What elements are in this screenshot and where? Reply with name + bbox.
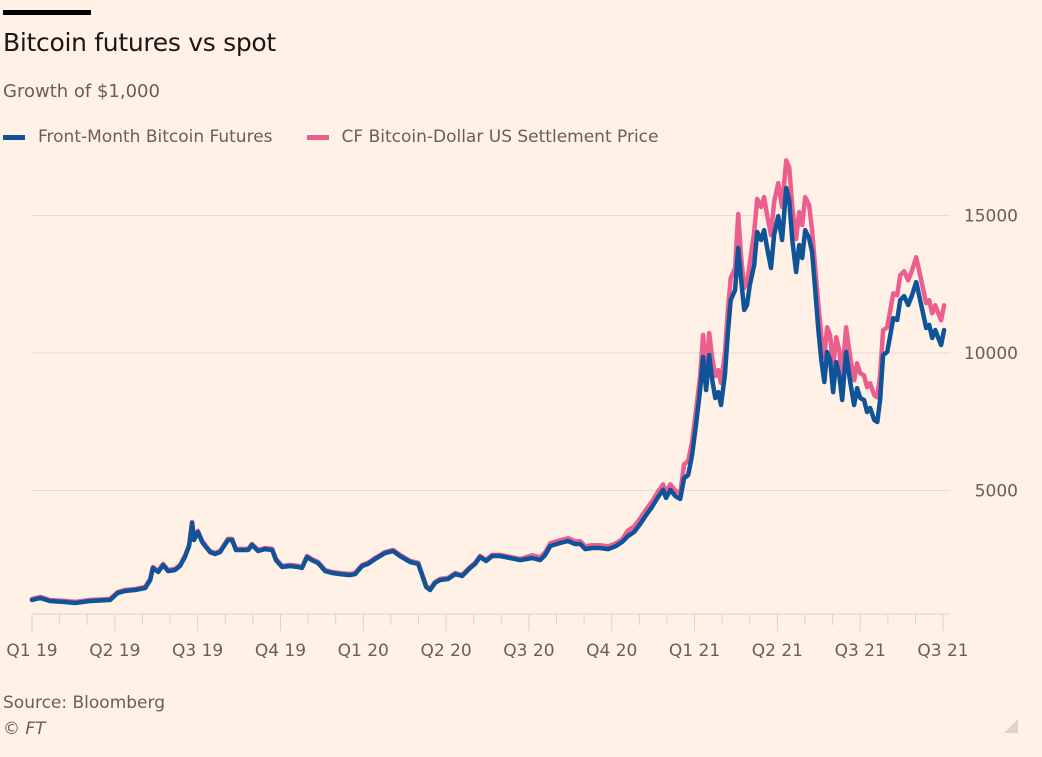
x-tick-label: Q1 19	[6, 641, 57, 661]
chart-subtitle: Growth of $1,000	[3, 81, 160, 102]
y-tick-label: 5000	[975, 482, 1018, 502]
y-tick-label: 15000	[964, 207, 1018, 227]
x-tick-label: Q2 21	[752, 641, 803, 661]
legend-swatch-spot	[306, 134, 329, 140]
x-tick-label: Q3 19	[172, 641, 223, 661]
brand-bar	[3, 10, 91, 15]
legend: Front-Month Bitcoin Futures CF Bitcoin-D…	[3, 127, 692, 147]
chart-title: Bitcoin futures vs spot	[3, 28, 276, 57]
legend-label-spot: CF Bitcoin-Dollar US Settlement Price	[341, 127, 659, 147]
x-tick-label: Q4 19	[255, 641, 306, 661]
resize-handle-icon[interactable]	[1004, 719, 1018, 733]
y-tick-label: 10000	[964, 344, 1018, 364]
x-axis: Q1 19 Q2 19 Q3 19 Q4 19 Q1 20 Q2 20 Q3 20 Q4 20…	[6, 613, 969, 661]
x-tick-label: Q3 21	[835, 641, 886, 661]
series-line-futures	[29, 185, 947, 606]
x-tick-label: Q4 20	[586, 641, 637, 661]
x-tick-label: Q2 19	[89, 641, 140, 661]
legend-item-futures: Front-Month Bitcoin Futures	[3, 127, 273, 147]
copyright-note: © FT	[3, 719, 46, 739]
x-tick-label: Q2 20	[420, 641, 471, 661]
x-tick-label: Q3 21	[917, 641, 968, 661]
series-lines	[29, 158, 947, 606]
legend-label-futures: Front-Month Bitcoin Futures	[38, 127, 273, 147]
x-tick-label: Q3 20	[503, 641, 554, 661]
legend-item-spot: CF Bitcoin-Dollar US Settlement Price	[306, 127, 659, 147]
source-note: Source: Bloomberg	[3, 693, 165, 713]
x-tick-label: Q1 20	[338, 641, 389, 661]
legend-swatch-futures	[3, 134, 25, 140]
x-tick-label: Q1 21	[669, 641, 720, 661]
series-line-spot	[29, 158, 947, 605]
y-axis: 5000 10000 15000	[964, 207, 1018, 502]
